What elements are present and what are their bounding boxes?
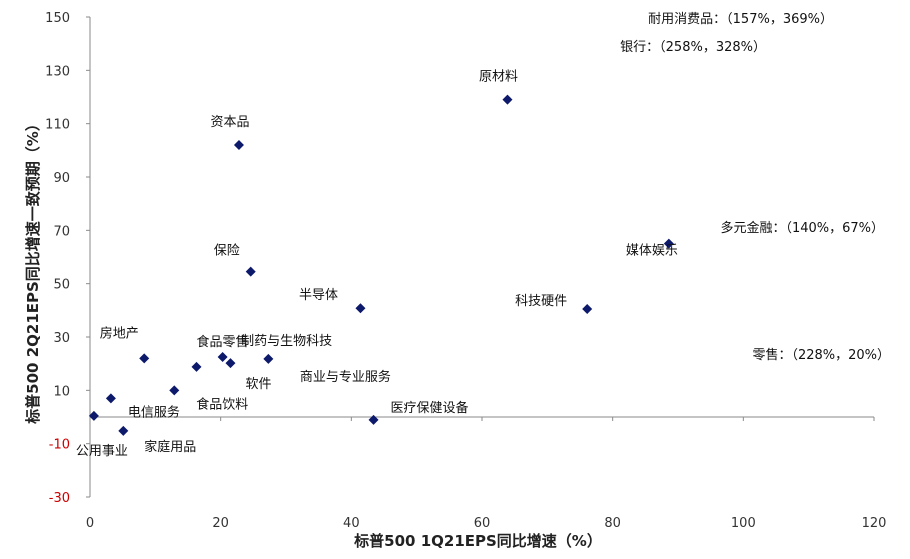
x-tick-label: 80	[604, 516, 621, 531]
data-point	[169, 385, 180, 396]
data-point	[582, 304, 593, 314]
y-axis-title: 标普500 2Q21EPS同比增速一致预期（%）	[24, 116, 42, 425]
data-point	[88, 410, 99, 421]
data-point	[245, 266, 256, 277]
data-point-label: 食品饮料	[196, 396, 248, 412]
y-tick-label: -10	[49, 438, 70, 453]
data-point-label: 食品零售	[196, 334, 248, 350]
data-point	[217, 352, 228, 362]
y-tick-label: 30	[53, 331, 70, 346]
data-point	[118, 425, 129, 436]
x-tick-label: 40	[343, 516, 360, 531]
data-point-label: 软件	[245, 377, 271, 392]
y-tick-label: -30	[49, 491, 70, 506]
data-point	[663, 238, 674, 249]
data-point-label: 保险	[214, 244, 240, 259]
data-point-label: 电信服务	[128, 404, 180, 420]
data-point	[502, 94, 513, 105]
y-tick-label: 110	[45, 118, 70, 133]
y-tick-label: 150	[45, 11, 70, 26]
data-point	[105, 393, 116, 404]
data-point-label: 科技硬件	[515, 294, 567, 309]
data-point	[233, 140, 244, 150]
annotation-label: 零售：（228%，20%）	[752, 347, 890, 363]
y-tick-label: 70	[53, 224, 70, 239]
y-tick-label: 50	[53, 278, 70, 293]
x-tick-label: 60	[474, 516, 491, 531]
y-tick-label: 130	[45, 64, 70, 79]
x-tick-label: 100	[731, 516, 756, 531]
data-point	[355, 303, 366, 314]
x-axis-title: 标普500 1Q21EPS同比增速（%）	[353, 532, 602, 550]
data-point	[225, 358, 236, 369]
data-point-label: 商业与专业服务	[300, 369, 391, 385]
data-point-label: 媒体娱乐	[626, 244, 678, 259]
data-point-label: 半导体	[299, 288, 338, 303]
y-tick-label: 90	[53, 171, 70, 186]
annotation-label: 银行：（258%，328%）	[620, 40, 766, 55]
data-point	[263, 353, 274, 364]
data-point-label: 家庭用品	[144, 439, 196, 455]
annotations-layer: 耐用消费品：（157%，369%） 银行：（258%，328%） 多元金融：（140…	[620, 12, 890, 363]
x-tick-label: 120	[862, 516, 887, 531]
data-points-layer	[88, 94, 674, 436]
tick-labels-layer: 150 130 110 90 70 50 30 10 -10 -30 0 20 40 60 80 100 120	[45, 11, 886, 531]
data-point-label: 房地产	[100, 325, 139, 341]
x-tick-label: 20	[212, 516, 229, 531]
axes-layer	[86, 16, 875, 498]
annotation-label: 多元金融：（140%，67%）	[720, 220, 884, 236]
data-point-label: 原材料	[479, 70, 518, 85]
data-point-label: 资本品	[210, 115, 249, 130]
data-point	[139, 353, 150, 364]
annotation-label: 耐用消费品：（157%，369%）	[648, 12, 833, 27]
data-point	[368, 414, 379, 425]
data-point-label: 公用事业	[76, 444, 128, 459]
data-point-label: 医疗保健设备	[391, 400, 469, 416]
data-point	[191, 361, 202, 372]
y-tick-label: 10	[53, 384, 70, 399]
data-point-label: 制药与生物科技	[241, 334, 332, 349]
x-tick-label: 0	[86, 516, 94, 531]
